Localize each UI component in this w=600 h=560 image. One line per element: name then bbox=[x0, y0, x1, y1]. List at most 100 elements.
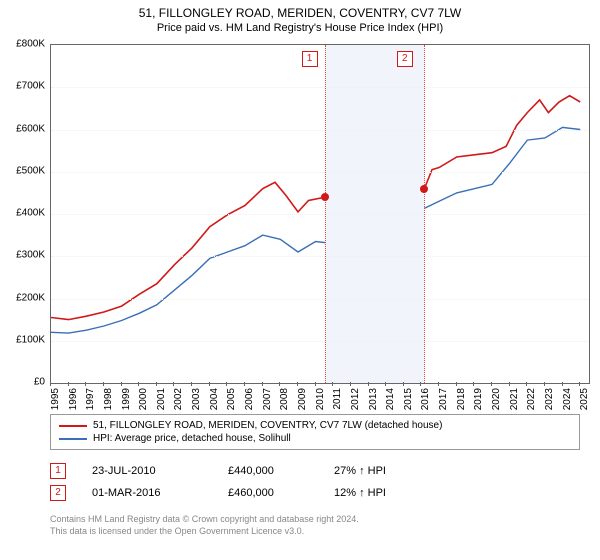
xtick bbox=[85, 382, 86, 386]
xtick bbox=[491, 382, 492, 386]
xtick-label: 2007 bbox=[262, 388, 273, 410]
xtick bbox=[403, 382, 404, 386]
gridline-h bbox=[51, 172, 589, 173]
legend-label-hpi: HPI: Average price, detached house, Soli… bbox=[93, 433, 291, 444]
sale-vline bbox=[424, 45, 425, 383]
sale-row-1: 1 23-JUL-2010 £440,000 27% ↑ HPI bbox=[50, 460, 386, 482]
xtick bbox=[509, 382, 510, 386]
ytick-label: £100K bbox=[1, 334, 45, 345]
xtick bbox=[103, 382, 104, 386]
sale-date-2: 01-MAR-2016 bbox=[92, 487, 202, 499]
xtick-label: 2008 bbox=[279, 388, 290, 410]
xtick-label: 2002 bbox=[173, 388, 184, 410]
xtick-label: 2021 bbox=[509, 388, 520, 410]
ytick-label: £400K bbox=[1, 208, 45, 219]
xtick-label: 2016 bbox=[420, 388, 431, 410]
xtick-label: 1998 bbox=[103, 388, 114, 410]
legend-swatch-property bbox=[59, 425, 87, 427]
xtick bbox=[473, 382, 474, 386]
legend-swatch-hpi bbox=[59, 438, 87, 440]
sale-row-2: 2 01-MAR-2016 £460,000 12% ↑ HPI bbox=[50, 482, 386, 504]
ytick-label: £700K bbox=[1, 81, 45, 92]
ytick-label: £600K bbox=[1, 123, 45, 134]
sale-date-1: 23-JUL-2010 bbox=[92, 465, 202, 477]
xtick-label: 2025 bbox=[579, 388, 590, 410]
title-line-2: Price paid vs. HM Land Registry's House … bbox=[0, 22, 600, 34]
xtick bbox=[438, 382, 439, 386]
title-line-1: 51, FILLONGLEY ROAD, MERIDEN, COVENTRY, … bbox=[0, 6, 600, 20]
xtick bbox=[279, 382, 280, 386]
xtick bbox=[244, 382, 245, 386]
xtick-label: 2005 bbox=[226, 388, 237, 410]
xtick-label: 2019 bbox=[473, 388, 484, 410]
sales-table: 1 23-JUL-2010 £440,000 27% ↑ HPI 2 01-MA… bbox=[50, 460, 386, 504]
legend-row-hpi: HPI: Average price, detached house, Soli… bbox=[59, 432, 571, 445]
xtick-label: 2022 bbox=[526, 388, 537, 410]
plot: 12 bbox=[50, 44, 590, 384]
xtick bbox=[262, 382, 263, 386]
gridline-h bbox=[51, 299, 589, 300]
sale-pct-2: 12% ↑ HPI bbox=[334, 487, 386, 499]
xtick-label: 2011 bbox=[332, 388, 343, 410]
series-hpi bbox=[51, 127, 580, 333]
xtick bbox=[121, 382, 122, 386]
sale-vline bbox=[325, 45, 326, 383]
xtick-label: 2009 bbox=[297, 388, 308, 410]
gridline-h bbox=[51, 214, 589, 215]
xtick bbox=[209, 382, 210, 386]
sale-marker-box-2: 2 bbox=[397, 51, 413, 67]
sale-dot-2 bbox=[420, 185, 428, 193]
xtick-label: 1996 bbox=[68, 388, 79, 410]
xtick-label: 2018 bbox=[456, 388, 467, 410]
xtick bbox=[191, 382, 192, 386]
xtick-label: 2010 bbox=[315, 388, 326, 410]
ytick-label: £300K bbox=[1, 250, 45, 261]
xtick-label: 2003 bbox=[191, 388, 202, 410]
xtick-label: 2013 bbox=[368, 388, 379, 410]
xtick-label: 1999 bbox=[121, 388, 132, 410]
chart-area: 12 £0£100K£200K£300K£400K£500K£600K£700K… bbox=[50, 44, 590, 404]
xtick bbox=[579, 382, 580, 386]
ytick-label: £500K bbox=[1, 165, 45, 176]
xtick-label: 2014 bbox=[385, 388, 396, 410]
xtick-label: 1995 bbox=[50, 388, 61, 410]
sale-pct-1: 27% ↑ HPI bbox=[334, 465, 386, 477]
gridline-h bbox=[51, 256, 589, 257]
xtick bbox=[50, 382, 51, 386]
xtick-label: 2001 bbox=[156, 388, 167, 410]
ytick-label: £800K bbox=[1, 39, 45, 50]
xtick bbox=[526, 382, 527, 386]
page: 51, FILLONGLEY ROAD, MERIDEN, COVENTRY, … bbox=[0, 0, 600, 560]
legend-row-property: 51, FILLONGLEY ROAD, MERIDEN, COVENTRY, … bbox=[59, 419, 571, 432]
xtick-label: 2000 bbox=[138, 388, 149, 410]
xtick bbox=[138, 382, 139, 386]
xtick bbox=[315, 382, 316, 386]
xtick-label: 2023 bbox=[544, 388, 555, 410]
sale-price-2: £460,000 bbox=[228, 487, 308, 499]
xtick-label: 2024 bbox=[562, 388, 573, 410]
xtick-label: 2017 bbox=[438, 388, 449, 410]
xtick bbox=[332, 382, 333, 386]
footer-line-2: This data is licensed under the Open Gov… bbox=[50, 526, 359, 538]
xtick bbox=[156, 382, 157, 386]
titles: 51, FILLONGLEY ROAD, MERIDEN, COVENTRY, … bbox=[0, 0, 600, 34]
sale-marker-1: 1 bbox=[50, 463, 66, 479]
xtick-label: 2020 bbox=[491, 388, 502, 410]
xtick-label: 2004 bbox=[209, 388, 220, 410]
ytick-label: £0 bbox=[1, 377, 45, 388]
xtick bbox=[544, 382, 545, 386]
xtick bbox=[350, 382, 351, 386]
xtick-label: 2012 bbox=[350, 388, 361, 410]
sale-price-1: £440,000 bbox=[228, 465, 308, 477]
ytick-label: £200K bbox=[1, 292, 45, 303]
gridline-h bbox=[51, 130, 589, 131]
xtick bbox=[173, 382, 174, 386]
xtick bbox=[68, 382, 69, 386]
xtick bbox=[368, 382, 369, 386]
legend: 51, FILLONGLEY ROAD, MERIDEN, COVENTRY, … bbox=[50, 414, 580, 450]
legend-label-property: 51, FILLONGLEY ROAD, MERIDEN, COVENTRY, … bbox=[93, 420, 442, 431]
footer: Contains HM Land Registry data © Crown c… bbox=[50, 514, 359, 537]
gridline-h bbox=[51, 87, 589, 88]
sale-marker-box-1: 1 bbox=[302, 51, 318, 67]
xtick bbox=[562, 382, 563, 386]
